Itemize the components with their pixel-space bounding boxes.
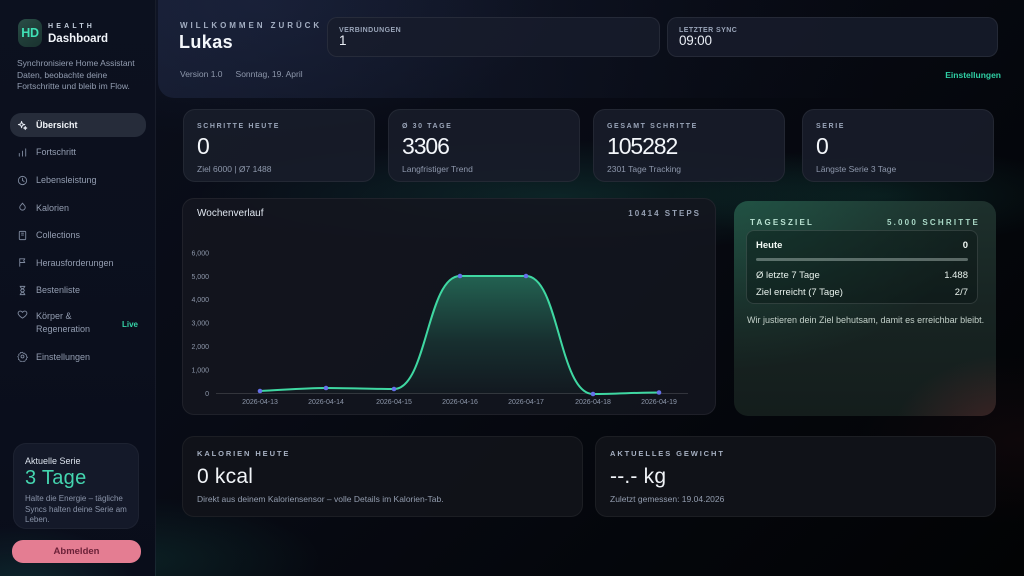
svg-text:5,000: 5,000 — [191, 274, 209, 281]
svg-text:2026-04-17: 2026-04-17 — [508, 399, 544, 406]
svg-text:2026-04-13: 2026-04-13 — [242, 399, 278, 406]
svg-text:2026-04-19: 2026-04-19 — [641, 399, 677, 406]
svg-text:3,000: 3,000 — [191, 321, 209, 328]
svg-text:2026-04-15: 2026-04-15 — [376, 399, 412, 406]
svg-text:6,000: 6,000 — [191, 251, 209, 258]
svg-text:2026-04-16: 2026-04-16 — [442, 399, 478, 406]
svg-text:4,000: 4,000 — [191, 297, 209, 304]
svg-text:0: 0 — [205, 391, 209, 398]
svg-text:2026-04-14: 2026-04-14 — [308, 399, 344, 406]
svg-text:2,000: 2,000 — [191, 344, 209, 351]
svg-text:1,000: 1,000 — [191, 368, 209, 375]
svg-text:2026-04-18: 2026-04-18 — [575, 399, 611, 406]
